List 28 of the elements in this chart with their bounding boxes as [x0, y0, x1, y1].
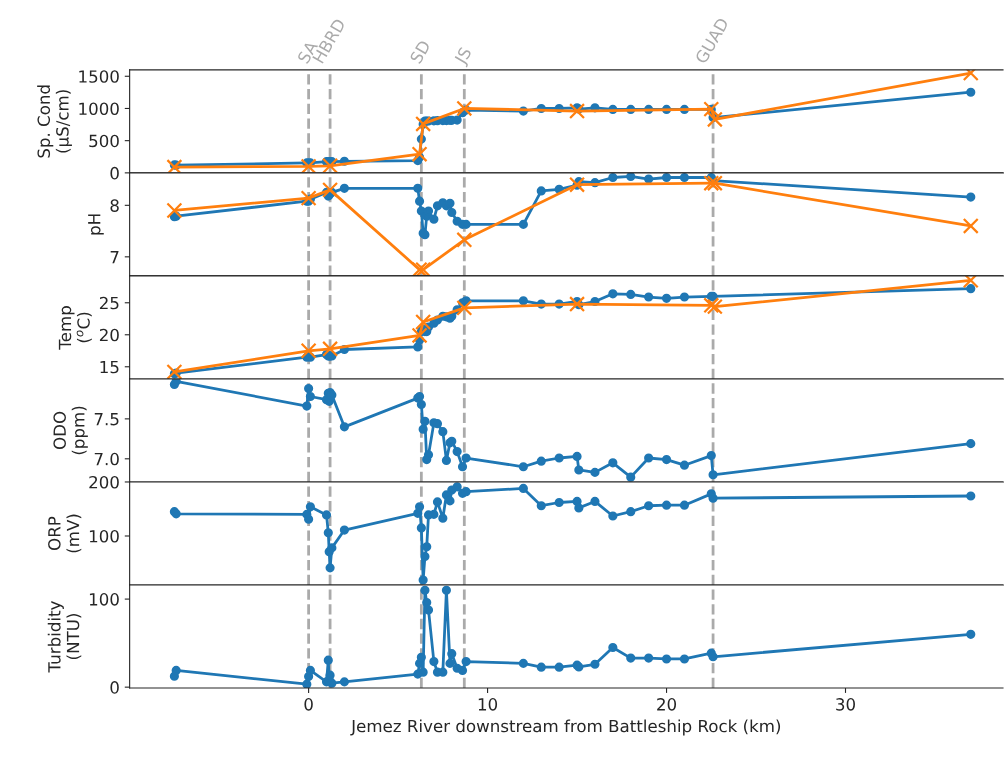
y-tick-label: 0 [110, 681, 119, 694]
x-tick-label: 0 [304, 698, 313, 711]
y-tick-label: 20 [99, 328, 119, 342]
y-tick-label: 7 [110, 251, 119, 264]
x-tick-label: 30 [836, 698, 855, 711]
y-tick-label: 100 [89, 529, 119, 543]
y-axis-title: Sp. Cond (μS/cm) [37, 85, 72, 158]
y-tick-label: 200 [89, 475, 119, 489]
x-tick-label: 20 [657, 698, 677, 711]
y-axis-title: ORP (mV) [48, 514, 82, 553]
y-tick-label: 0 [110, 166, 119, 180]
y-tick-label: 500 [89, 134, 119, 148]
y-tick-label: 100 [89, 593, 119, 606]
y-tick-label: 7.5 [94, 413, 119, 426]
ref-line-label: JS [453, 46, 475, 68]
x-tick-label: 10 [478, 698, 498, 711]
x-axis-title: Jemez River downstream from Battleship Rock (km) [350, 719, 781, 736]
y-tick-label: 1500 [79, 70, 119, 83]
y-tick-label: 25 [99, 296, 119, 310]
y-tick-label: 7.0 [94, 452, 119, 466]
y-tick-label: 1000 [79, 102, 119, 116]
y-axis-title: ODO (ppm) [53, 406, 88, 455]
y-tick-label: 8 [110, 199, 119, 212]
y-axis-title: pH [88, 214, 104, 235]
y-axis-title: Turbidity (NTU) [47, 601, 82, 673]
ref-line-label: SD [409, 39, 431, 65]
y-axis-title: Temp ($^{o}$C) [58, 306, 92, 350]
y-tick-label: 15 [100, 360, 119, 374]
